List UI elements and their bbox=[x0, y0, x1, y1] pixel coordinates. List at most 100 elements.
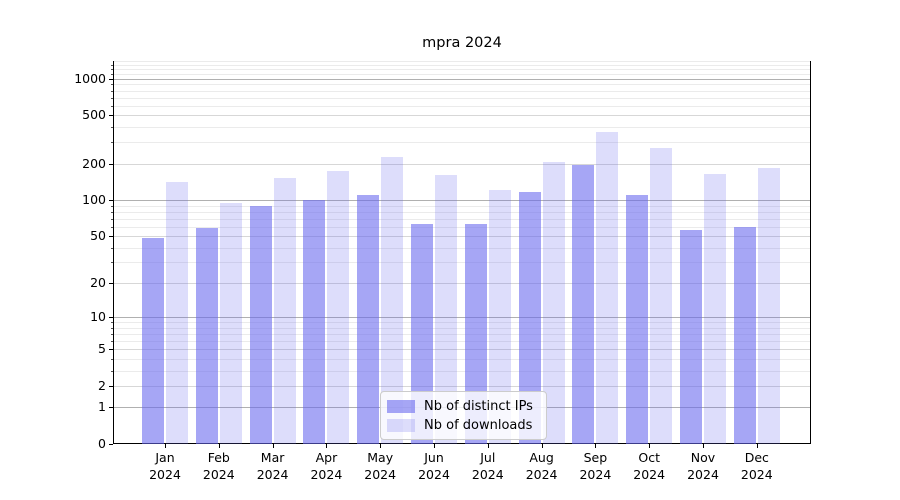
legend-swatch-downloads bbox=[387, 418, 415, 432]
y-tick-label: 50 bbox=[90, 228, 106, 244]
gridline bbox=[114, 236, 810, 238]
y-minor-tick-mark bbox=[111, 247, 113, 249]
y-minor-tick-mark bbox=[111, 218, 113, 220]
y-tick-mark bbox=[109, 115, 113, 117]
x-tick-mark bbox=[165, 444, 166, 448]
minor-gridline bbox=[114, 327, 810, 329]
legend-label-distinct-ips: Nb of distinct IPs bbox=[424, 398, 533, 414]
y-minor-tick-mark bbox=[111, 334, 113, 336]
bar-distinct-ips bbox=[572, 164, 595, 444]
minor-gridline bbox=[114, 226, 810, 228]
x-tick-mark bbox=[649, 444, 651, 448]
x-tick-mark bbox=[326, 444, 328, 448]
bar-downloads bbox=[327, 170, 350, 444]
y-tick-label: 200 bbox=[82, 155, 106, 171]
major-gridline bbox=[114, 200, 810, 202]
x-tick-label: Oct 2024 bbox=[633, 450, 666, 482]
y-tick-mark bbox=[109, 407, 113, 409]
y-minor-tick-mark bbox=[111, 73, 113, 75]
x-tick-label: Mar 2024 bbox=[256, 450, 289, 482]
y-minor-tick-mark bbox=[111, 262, 113, 264]
legend-swatch-distinct-ips bbox=[387, 399, 415, 413]
minor-gridline bbox=[114, 97, 810, 99]
bar-distinct-ips bbox=[195, 228, 218, 444]
bar-downloads bbox=[273, 177, 296, 444]
bar-downloads bbox=[435, 175, 457, 444]
minor-gridline bbox=[114, 205, 810, 207]
x-tick-mark bbox=[541, 444, 543, 448]
x-tick-label: Jul 2024 bbox=[471, 450, 504, 482]
x-tick-mark bbox=[380, 444, 382, 448]
major-gridline bbox=[114, 317, 810, 319]
y-tick-mark bbox=[109, 163, 113, 165]
x-tick-mark bbox=[434, 444, 435, 448]
bar-distinct-ips bbox=[680, 230, 702, 444]
y-minor-tick-mark bbox=[111, 226, 113, 228]
minor-gridline bbox=[114, 218, 810, 220]
legend-item-distinct-ips: Nb of distinct IPs bbox=[387, 399, 538, 414]
y-tick-mark bbox=[109, 200, 113, 202]
y-tick-mark bbox=[109, 78, 113, 80]
x-tick-label: Jan 2024 bbox=[149, 450, 181, 482]
x-tick-label: Dec 2024 bbox=[740, 450, 773, 482]
minor-gridline bbox=[114, 84, 810, 86]
bar-downloads bbox=[757, 168, 780, 444]
bar-distinct-ips bbox=[249, 206, 272, 444]
bar-distinct-ips bbox=[411, 224, 433, 444]
minor-gridline bbox=[114, 322, 810, 324]
bar-downloads bbox=[650, 148, 673, 444]
y-tick-mark bbox=[109, 385, 113, 387]
minor-gridline bbox=[114, 247, 810, 249]
x-tick-label: Aug 2024 bbox=[525, 450, 558, 482]
minor-gridline bbox=[114, 127, 810, 129]
y-tick-mark bbox=[109, 349, 113, 351]
minor-gridline bbox=[114, 142, 810, 144]
bar-downloads bbox=[381, 157, 404, 444]
y-minor-tick-mark bbox=[111, 322, 113, 324]
chart-title: mpra 2024 bbox=[422, 35, 502, 51]
x-tick-label: Feb 2024 bbox=[202, 450, 235, 482]
bar-downloads bbox=[704, 173, 726, 444]
y-minor-tick-mark bbox=[111, 97, 113, 99]
x-tick-label: Apr 2024 bbox=[310, 450, 343, 482]
y-minor-tick-mark bbox=[111, 127, 113, 129]
y-minor-tick-mark bbox=[111, 341, 113, 343]
minor-gridline bbox=[114, 341, 810, 343]
bar-distinct-ips bbox=[357, 195, 380, 444]
minor-gridline bbox=[114, 73, 810, 75]
x-tick-label: Nov 2024 bbox=[687, 450, 719, 482]
bar-distinct-ips bbox=[518, 192, 541, 444]
y-minor-tick-mark bbox=[111, 64, 113, 66]
y-minor-tick-mark bbox=[111, 142, 113, 144]
y-minor-tick-mark bbox=[111, 205, 113, 207]
y-tick-label: 2 bbox=[98, 377, 106, 393]
minor-gridline bbox=[114, 211, 810, 213]
gridline bbox=[114, 349, 810, 351]
bar-distinct-ips bbox=[142, 238, 164, 444]
gridline bbox=[114, 163, 810, 165]
major-gridline bbox=[114, 78, 810, 80]
x-tick-label: Sep 2024 bbox=[579, 450, 612, 482]
minor-gridline bbox=[114, 69, 810, 71]
bar-distinct-ips bbox=[626, 194, 649, 444]
minor-gridline bbox=[114, 105, 810, 107]
y-tick-label: 1 bbox=[98, 399, 106, 415]
bar-downloads bbox=[542, 161, 565, 444]
y-tick-mark bbox=[109, 317, 113, 319]
x-tick-mark bbox=[218, 444, 220, 448]
x-tick-label: May 2024 bbox=[364, 450, 397, 482]
minor-gridline bbox=[114, 334, 810, 336]
y-tick-label: 0 bbox=[98, 436, 106, 451]
y-tick-mark bbox=[109, 236, 113, 238]
minor-gridline bbox=[114, 262, 810, 264]
minor-gridline bbox=[114, 358, 810, 360]
y-tick-mark bbox=[109, 444, 113, 445]
bar-distinct-ips bbox=[303, 199, 326, 444]
y-minor-tick-mark bbox=[111, 84, 113, 86]
x-tick-mark bbox=[595, 444, 597, 448]
x-tick-mark bbox=[487, 444, 489, 448]
minor-gridline bbox=[114, 61, 810, 62]
y-tick-label: 5 bbox=[98, 341, 106, 357]
legend-label-downloads: Nb of downloads bbox=[424, 417, 533, 433]
